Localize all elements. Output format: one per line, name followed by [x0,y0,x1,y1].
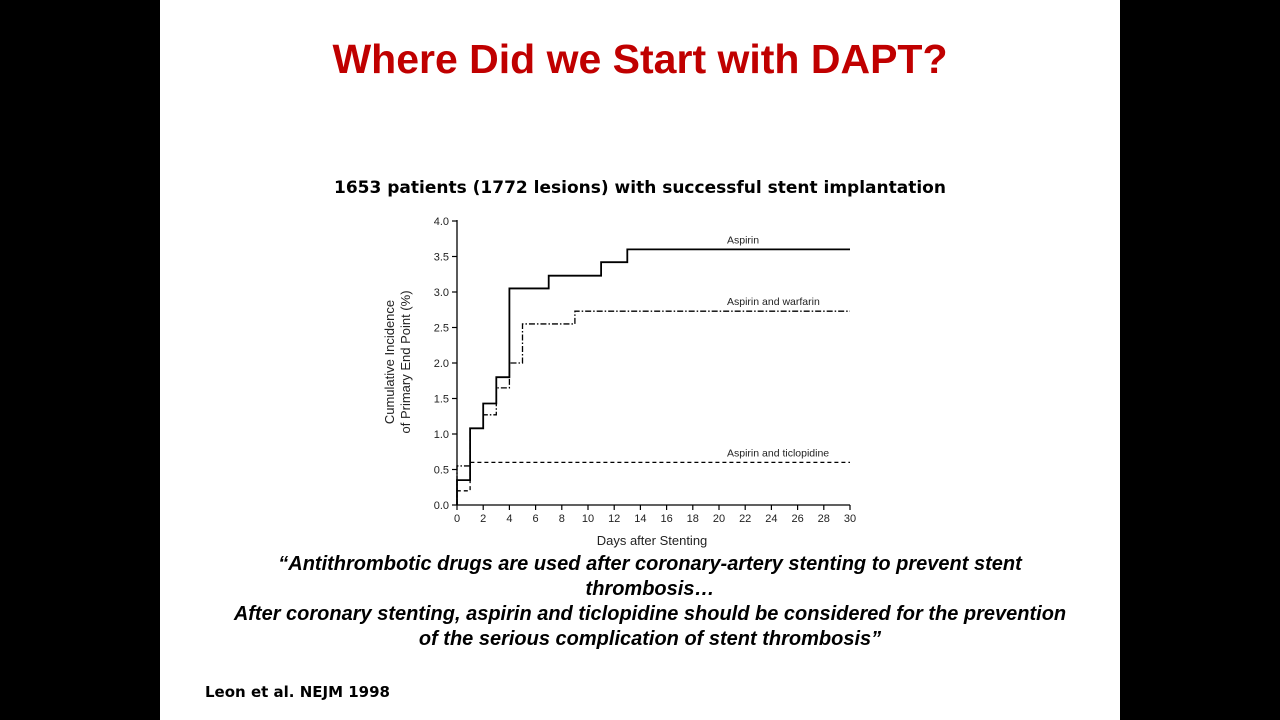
y-tick-label: 0.5 [434,465,449,477]
x-tick-label: 12 [608,513,620,525]
slide-title: Where Did we Start with DAPT? [332,36,948,82]
x-tick-label: 16 [660,513,672,525]
quote: “Antithrombotic drugs are used after cor… [230,552,1070,652]
series-label-2: Aspirin and warfarin [727,296,820,308]
x-tick-label: 28 [818,513,830,525]
x-tick-label: 10 [582,513,594,525]
x-tick-label: 6 [533,513,539,525]
series-line-1 [456,248,850,505]
y-tick-label: 3.0 [434,287,449,299]
series-labels: Aspirin Aspirin and warfarin Aspirin and t… [727,234,829,459]
y-ticks: 0.0 0.5 1.0 1.5 2.0 2.5 3.0 3.5 4.0 [434,216,457,512]
x-tick-label: 30 [844,513,856,525]
y-axis-label-line2: of Primary End Point (%) [398,290,413,433]
series-line-2 [456,310,850,505]
x-tick-label: 24 [765,513,777,525]
y-axis: 0.0 0.5 1.0 1.5 2.0 2.5 3.0 3.5 4.0 Cumulative I… [382,216,458,512]
x-tick-label: 26 [791,513,803,525]
x-tick-label: 8 [559,513,565,525]
x-axis: 0 2 4 6 8 10 12 14 16 18 20 22 24 26 28 30 Days after S… [454,504,856,548]
x-tick-label: 20 [713,513,725,525]
series-line-3 [456,461,850,505]
quote-line-2: After coronary stenting, aspirin and tic… [233,603,1067,650]
x-tick-label: 4 [506,513,512,525]
citation: Leon et al. NEJM 1998 [205,683,390,701]
x-tick-label: 14 [634,513,646,525]
series-label-3: Aspirin and ticlopidine [727,447,829,459]
km-chart: 0.0 0.5 1.0 1.5 2.0 2.5 3.0 3.5 4.0 Cumulative I… [382,216,856,548]
slide: Where Did we Start with DAPT? 1653 patie… [160,0,1120,720]
chart-subtitle: 1653 patients (1772 lesions) with succes… [334,178,946,198]
series-label-1: Aspirin [727,234,759,246]
x-ticks: 0 2 4 6 8 10 12 14 16 18 20 22 24 26 28 30 [454,505,856,525]
y-axis-label-line1: Cumulative Incidence [382,300,397,424]
x-tick-label: 0 [454,513,460,525]
y-tick-label: 0.0 [434,500,449,512]
x-axis-label: Days after Stenting [597,533,708,548]
y-tick-label: 3.5 [434,252,449,264]
x-tick-label: 2 [480,513,486,525]
quote-line-1: “Antithrombotic drugs are used after cor… [278,553,1022,600]
series-group [456,248,850,505]
x-tick-label: 18 [687,513,699,525]
y-tick-label: 2.0 [434,358,449,370]
y-tick-label: 1.0 [434,429,449,441]
x-tick-label: 22 [739,513,751,525]
y-tick-label: 4.0 [434,216,449,228]
y-tick-label: 1.5 [434,394,449,406]
y-tick-label: 2.5 [434,323,449,335]
